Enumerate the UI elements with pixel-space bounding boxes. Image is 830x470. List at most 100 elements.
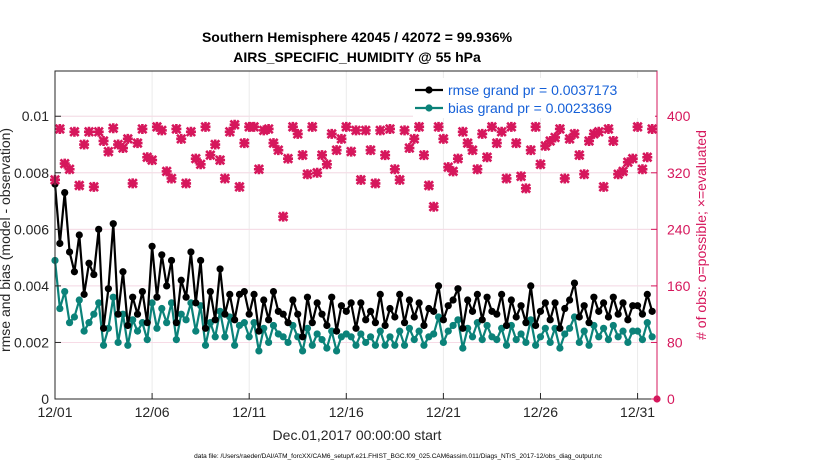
rmse-point [75,231,83,239]
bias-point [158,304,166,313]
bias-point [566,324,574,332]
bias-point [109,293,117,301]
bias-point [609,321,617,330]
bias-point [493,336,501,344]
rmse-point [80,290,88,298]
legend-box [413,78,655,118]
obs-evaluated-point [350,125,362,136]
obs-evaluated-point [278,211,289,222]
bias-point [444,327,452,335]
bias-point [347,333,355,341]
rmse-point [396,290,404,298]
obs-evaluated-point [515,171,527,182]
y-right-tick-label: 320 [667,165,691,181]
bias-series [51,256,656,355]
obs-evaluated-point [190,153,201,164]
rmse-point [192,299,200,307]
obs-evaluated-point [142,152,153,163]
obs-evaluated-point [137,123,148,135]
obs-evaluated-point [326,128,337,140]
bias-point [90,310,98,318]
rmse-point [323,321,331,330]
bias-point [221,333,229,341]
obs-evaluated-point [443,162,454,173]
obs-evaluated-point [637,164,648,175]
bias-point [415,327,423,335]
bias-point [449,321,457,330]
obs-evaluated-point [413,121,425,132]
obs-evaluated-point [79,139,90,150]
rmse-point [182,293,190,301]
obs-evaluated-point [491,137,502,149]
obs-evaluated-point [627,153,638,164]
obs-evaluated-point [477,128,488,140]
bias-point [318,336,326,344]
obs-evaluated-point [166,173,177,184]
bias-point [604,336,613,344]
bias-point [599,324,608,332]
bias-point [269,321,278,330]
rmse-point [400,319,409,327]
rmse-point [551,299,559,307]
rmse-point [70,268,79,276]
rmse-point [483,293,491,301]
obs-evaluated-point [603,123,614,135]
obs-evaluated-point [375,125,386,136]
rmse-point [459,324,467,332]
rmse-point [391,313,399,321]
x-tick-label: 12/16 [329,404,364,420]
obs-evaluated-point [525,145,536,156]
obs-evaluated-point [549,132,561,143]
obs-evaluated-point [103,146,114,157]
rmse-point [104,285,113,293]
rmse-point [129,293,137,301]
bias-point [177,310,185,318]
bias-point [114,338,122,347]
bias-point [129,316,137,324]
chart-subtitle: AIRS_SPECIFIC_HUMIDITY @ 55 hPa [233,49,481,65]
bias-point [279,333,287,341]
legend-rmse-marker [425,86,433,94]
rmse-point [197,256,205,265]
rmse-point [464,296,472,304]
rmse-point [318,310,326,318]
rmse-point [580,302,588,310]
obs-evaluated-point [569,128,580,140]
rmse-point [133,310,142,318]
bias-point [648,333,656,341]
obs-evaluated-point [331,145,342,156]
rmse-point [366,307,375,315]
y-tick-label: 0.002 [14,334,49,350]
obs-evaluated-point [511,137,522,149]
rmse-point [507,296,515,304]
rmse-point [517,302,525,310]
legend-rmse-label: rmse grand pr = 0.0037173 [448,82,617,98]
rmse-point [298,333,307,341]
rmse-point [570,279,579,287]
bias-point [250,319,258,327]
rmse-point [172,319,180,327]
rmse-point [226,290,234,298]
obs-evaluated-point [496,126,507,137]
obs-evaluated-series [49,119,661,403]
rmse-point [444,302,452,310]
rmse-point [643,290,651,298]
rmse-point [454,285,462,293]
rmse-point [201,324,210,332]
bias-point [420,341,428,349]
obs-evaluated-point [292,128,303,140]
rmse-point [561,304,569,313]
rmse-point [337,302,346,310]
obs-evaluated-point [336,133,347,144]
obs-evaluated-point [74,180,85,191]
bias-point [143,336,151,344]
obs-evaluated-point [263,123,274,135]
obs-evaluated-point [481,152,493,163]
obs-evaluated-point [370,178,381,189]
bias-point [167,299,176,307]
x-tick-label: 12/21 [426,404,461,420]
obs-evaluated-point [632,121,643,132]
rmse-point [420,321,428,330]
obs-evaluated-point [127,178,138,189]
rmse-point [575,313,583,321]
